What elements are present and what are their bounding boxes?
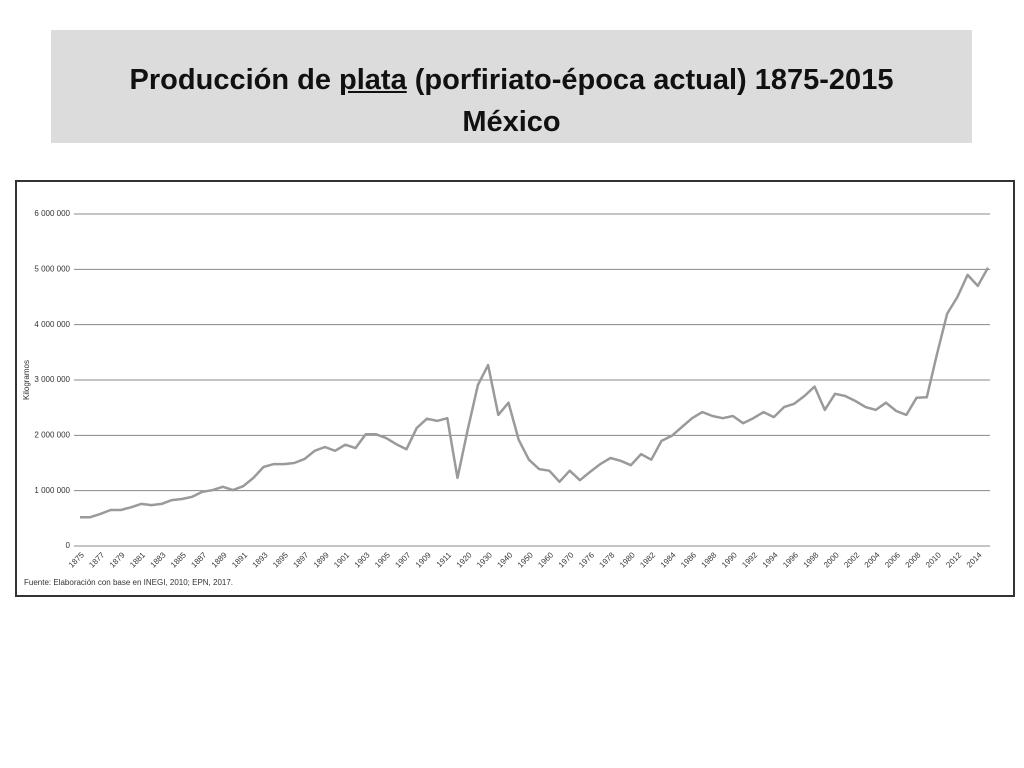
title-line: Producción de plata (porfiriato-época ac…	[51, 60, 972, 100]
chart-frame	[15, 180, 1015, 597]
title-box: Producción de plata (porfiriato-época ac…	[51, 30, 972, 143]
source-note: Fuente: Elaboración con base en INEGI, 2…	[24, 578, 233, 587]
title-text: (porfiriato-época actual) 1875-2015	[406, 64, 894, 96]
y-tick-label: 5 000 000	[34, 264, 70, 273]
y-tick-label: 4 000 000	[34, 320, 70, 329]
y-tick-label: 3 000 000	[34, 375, 70, 384]
data-line	[80, 267, 990, 519]
y-tick-label: 0	[66, 541, 71, 550]
y-axis-label: Kilogramos	[22, 360, 31, 400]
y-tick-label: 6 000 000	[34, 209, 70, 218]
y-tick-label: 2 000 000	[34, 430, 70, 439]
title-line: México	[462, 106, 561, 138]
title-underlined: plata	[339, 64, 407, 96]
title-text: Producción de	[129, 64, 340, 96]
y-tick-label: 1 000 000	[34, 486, 70, 495]
